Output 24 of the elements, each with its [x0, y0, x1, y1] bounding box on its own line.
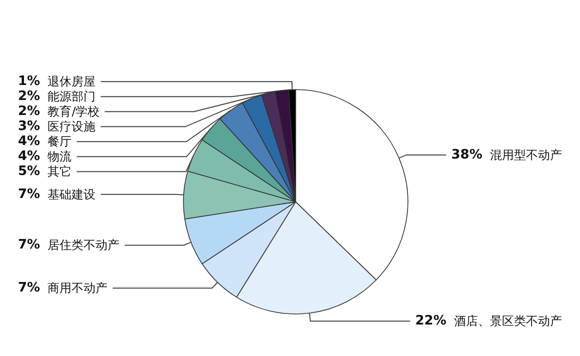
data-label: 22% [415, 314, 446, 329]
data-label: 2% [18, 89, 40, 104]
data-label: 7% [18, 186, 40, 202]
data-label: 3% [18, 119, 40, 134]
data-label: 7% [18, 280, 40, 296]
slice-label: 餐厅 [48, 134, 72, 149]
data-label: 1% [18, 74, 40, 90]
data-label: 4% [18, 149, 40, 164]
slice-label: 混用型不动产 [490, 148, 562, 162]
slice-label: 商用不动产 [48, 281, 108, 296]
slice-label: 退休房屋 [48, 74, 96, 89]
slice-label: 物流 [48, 150, 72, 164]
slice-label: 其它 [48, 164, 72, 179]
data-label: 7% [18, 238, 40, 253]
slice-label: 教育/学校 [48, 104, 100, 119]
slice-label: 居住类不动产 [48, 238, 120, 252]
slice-label: 能源部门 [48, 90, 96, 104]
slice-label: 医疗设施 [48, 120, 96, 134]
data-label: 4% [18, 134, 40, 150]
slice-label: 基础建设 [48, 187, 96, 202]
slice-label: 酒店、景区类不动产 [454, 314, 562, 328]
data-label: 2% [18, 104, 40, 120]
data-label: 38% [451, 147, 482, 162]
data-label: 5% [18, 164, 40, 180]
